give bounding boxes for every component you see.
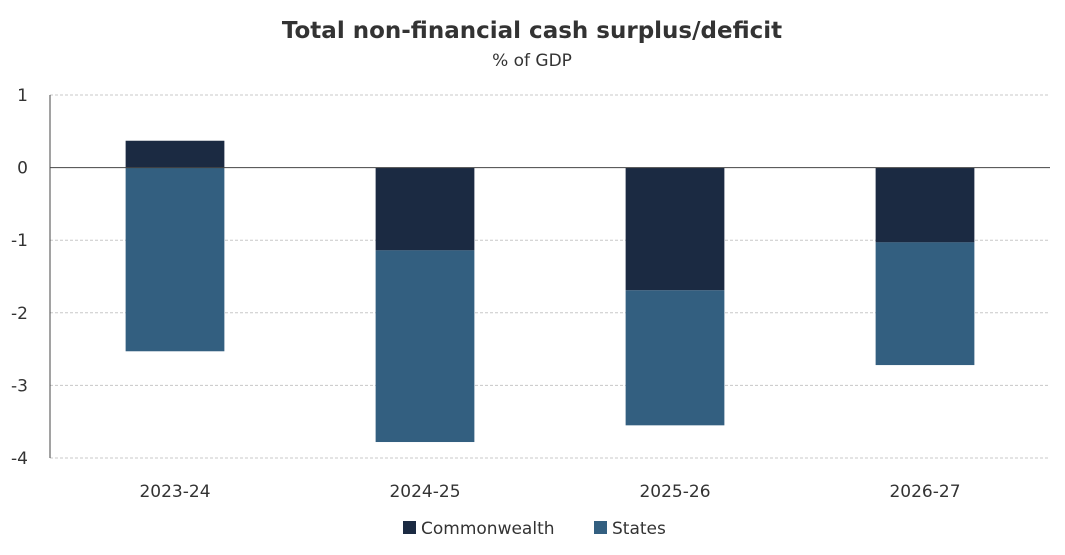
x-tick-label: 2025-26 [639,482,710,502]
bar-commonwealth-2024-25 [375,167,475,251]
legend-swatch-commonwealth [403,521,416,534]
chart-title: Total non-financial cash surplus/deficit [282,18,782,44]
legend-label-commonwealth: Commonwealth [421,519,555,539]
legend: Commonwealth States [403,519,666,539]
y-tick-label: -3 [11,376,28,396]
bar-commonwealth-2025-26 [625,167,725,291]
y-tick-label: -2 [11,304,28,324]
y-tick-label: 1 [17,86,28,106]
bar-commonwealth-2026-27 [875,167,975,243]
x-tick-label: 2023-24 [139,482,210,502]
bar-states-2023-24 [125,167,225,352]
bar-states-2026-27 [875,242,975,366]
bar-states-2024-25 [375,250,475,443]
chart-subtitle: % of GDP [492,51,572,71]
x-tick-label: 2024-25 [389,482,460,502]
x-tick-label: 2026-27 [889,482,960,502]
y-tick-label: 0 [17,159,28,179]
tick-labels: 1 0 -1 -2 -3 -4 2023-24 2024-25 2025-26 2026-27 [11,86,960,502]
axes [49,95,1050,458]
bar-states-2025-26 [625,290,725,426]
bars [125,140,975,443]
bar-commonwealth-2023-24 [125,140,225,168]
legend-swatch-states [594,521,607,534]
y-tick-label: -4 [11,449,28,469]
legend-label-states: States [612,519,666,539]
y-tick-label: -1 [11,231,28,251]
